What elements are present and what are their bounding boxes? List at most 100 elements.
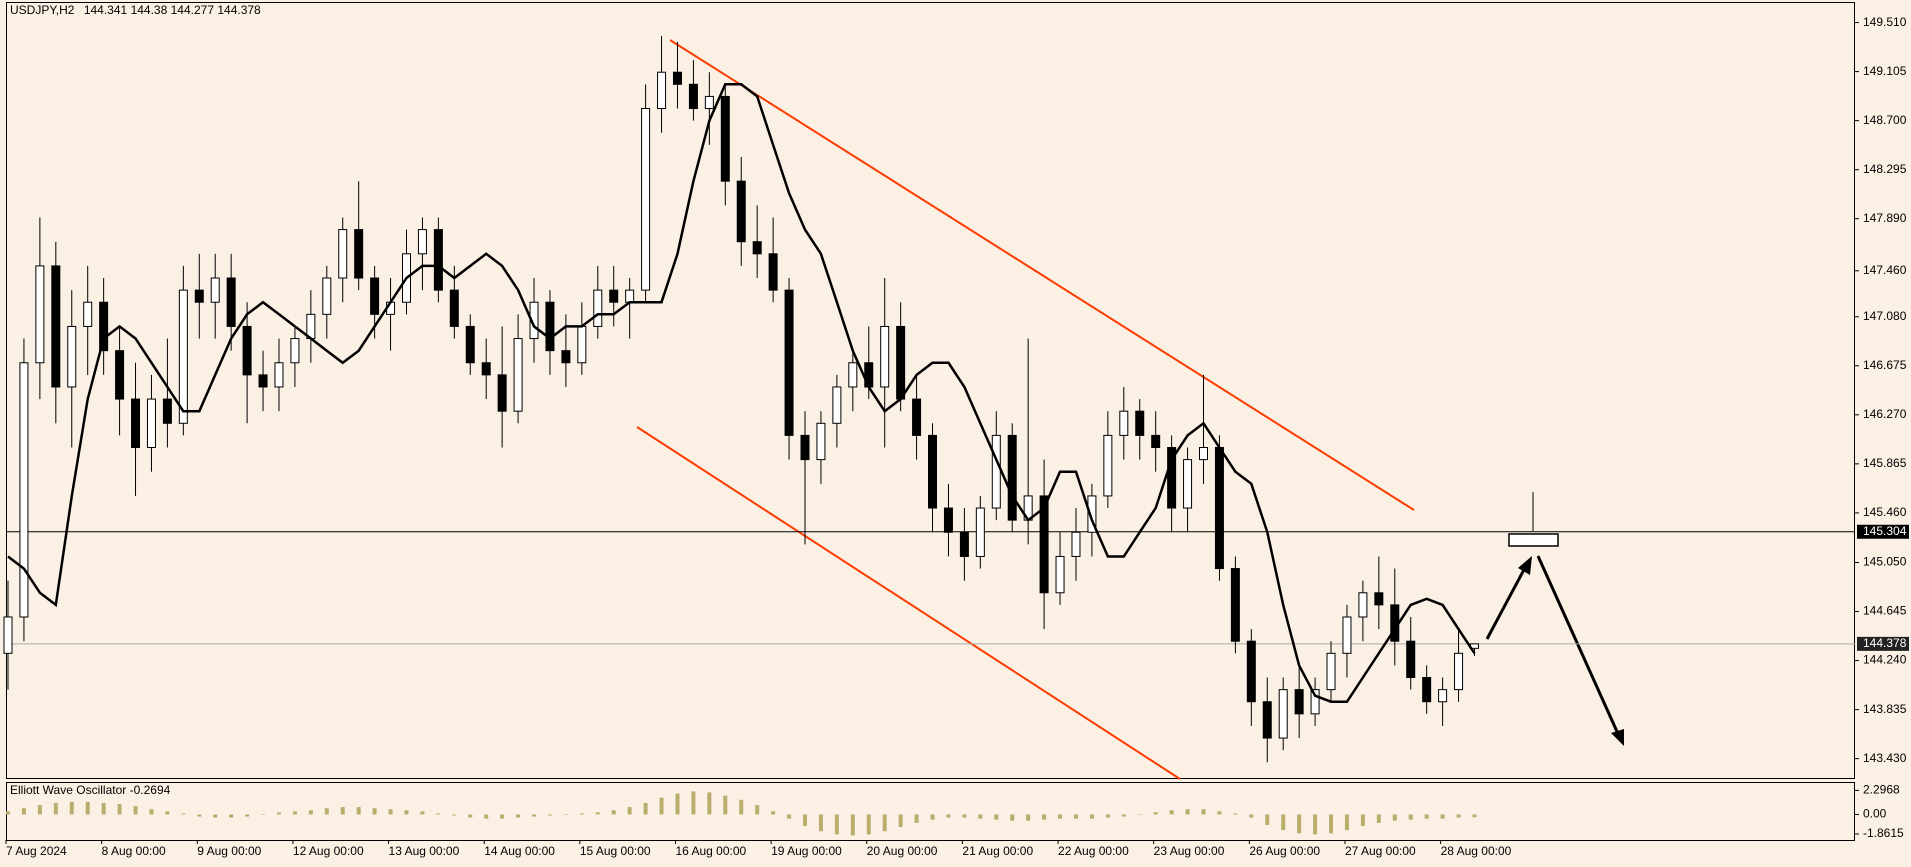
oscillator-bar xyxy=(1344,814,1349,831)
oscillator-bar xyxy=(563,814,568,815)
candle-body xyxy=(115,350,125,400)
last-low: 144.277 xyxy=(171,3,215,17)
oscillator-bar xyxy=(1105,814,1110,818)
oscillator-bar xyxy=(1042,814,1047,820)
candle-body xyxy=(99,301,109,352)
oscillator-bar xyxy=(898,814,903,828)
candle-body xyxy=(1199,447,1208,461)
oscillator-bar xyxy=(1313,814,1318,835)
candle-body xyxy=(338,229,348,279)
candle-body xyxy=(577,325,587,364)
oscillator-bar xyxy=(1169,810,1174,815)
oscillator-bar xyxy=(1201,809,1206,815)
oscillator-bar xyxy=(946,814,951,818)
price-label: 144.378 xyxy=(1863,636,1907,650)
y-tick-label: 143.430 xyxy=(1863,751,1907,765)
oscillator-bar xyxy=(261,814,266,815)
candle-body xyxy=(991,434,1001,509)
candle-body xyxy=(1294,689,1304,715)
candle-body xyxy=(896,325,906,400)
oscillator-bar xyxy=(452,814,457,816)
x-tick-label: 21 Aug 00:00 xyxy=(962,844,1033,858)
y-tick-label: 147.080 xyxy=(1863,309,1907,323)
oscillator-bar xyxy=(436,813,441,815)
oscillator-bar xyxy=(1137,814,1142,815)
candle-body xyxy=(1039,495,1049,594)
x-tick-label: 15 Aug 00:00 xyxy=(580,844,651,858)
oscillator-bar xyxy=(1089,814,1094,819)
oscillator-bar xyxy=(1026,814,1031,821)
oscillator-bar xyxy=(866,814,871,835)
y-tick-label: 148.295 xyxy=(1863,162,1907,176)
candle-body xyxy=(784,289,794,436)
candle-body xyxy=(3,616,13,654)
candle-body xyxy=(1071,531,1081,557)
oscillator-bar xyxy=(739,799,744,815)
oscillator-bar xyxy=(755,805,760,815)
oscillator-bar xyxy=(1408,814,1413,820)
candle-body xyxy=(131,398,141,449)
arrow-up xyxy=(1485,563,1529,640)
candle-body xyxy=(1262,701,1272,739)
candle-body xyxy=(1230,568,1240,642)
candle-body xyxy=(1246,640,1256,703)
oscillator-bar xyxy=(324,808,329,815)
candle-body xyxy=(1374,592,1384,606)
candle-body xyxy=(194,289,204,303)
y-tick-label: 144.645 xyxy=(1863,604,1907,618)
x-tick-label: 23 Aug 00:00 xyxy=(1154,844,1225,858)
y-tick-label: 143.835 xyxy=(1863,702,1907,716)
oscillator-bar xyxy=(547,814,552,816)
symbol: USDJPY,H2 xyxy=(10,3,75,17)
candle-body xyxy=(1183,459,1193,509)
x-tick-label: 20 Aug 00:00 xyxy=(867,844,938,858)
oscillator-bar xyxy=(914,814,919,823)
candle-body xyxy=(19,362,29,618)
oscillator-bar xyxy=(133,806,138,815)
candle-body xyxy=(210,277,220,303)
oscillator-bar xyxy=(771,811,776,815)
osc-y-tick-label: 0.00 xyxy=(1863,807,1887,821)
oscillator-bar xyxy=(37,805,42,815)
moving-average xyxy=(7,83,1476,703)
candle-body xyxy=(880,325,890,388)
oscillator-bar xyxy=(404,810,409,815)
candle-body xyxy=(672,71,682,85)
y-tick-label: 145.050 xyxy=(1863,555,1907,569)
y-tick-label: 146.270 xyxy=(1863,407,1907,421)
drawings xyxy=(636,39,1624,780)
y-tick-label: 149.105 xyxy=(1863,64,1907,78)
oscillator-bar xyxy=(117,803,122,815)
candle-body xyxy=(83,301,93,327)
candle-body xyxy=(641,108,651,291)
oscillator-bar xyxy=(787,814,792,819)
candle-body xyxy=(1119,410,1129,436)
oscillator-bar xyxy=(595,812,600,815)
oscillator-title: Elliott Wave Oscillator -0.2694 xyxy=(10,783,171,797)
oscillator-bar xyxy=(611,810,616,815)
last-high: 144.38 xyxy=(131,3,168,17)
oscillator-bar xyxy=(1073,814,1078,819)
x-tick-label: 12 Aug 00:00 xyxy=(293,844,364,858)
candle-body xyxy=(800,434,810,461)
candle-body xyxy=(1454,652,1464,691)
candle-body xyxy=(465,325,475,364)
oscillator-bar xyxy=(181,813,186,815)
candle-body xyxy=(928,434,938,509)
x-tick-label: 27 Aug 00:00 xyxy=(1345,844,1416,858)
x-tick-label: 28 Aug 00:00 xyxy=(1441,844,1512,858)
candle-body xyxy=(625,289,635,303)
candle-body xyxy=(848,362,858,388)
channel-lower xyxy=(636,426,1181,780)
oscillator-bar xyxy=(1424,814,1429,819)
price-label-box xyxy=(1857,524,1909,539)
candle-body xyxy=(146,398,156,449)
candle-body xyxy=(433,229,443,291)
candle-body xyxy=(1135,410,1145,436)
candle-body xyxy=(497,374,507,412)
candle-body xyxy=(768,253,778,291)
candle-body xyxy=(1326,652,1336,691)
candle-body xyxy=(322,277,332,315)
y-tick-label: 149.510 xyxy=(1863,15,1907,29)
